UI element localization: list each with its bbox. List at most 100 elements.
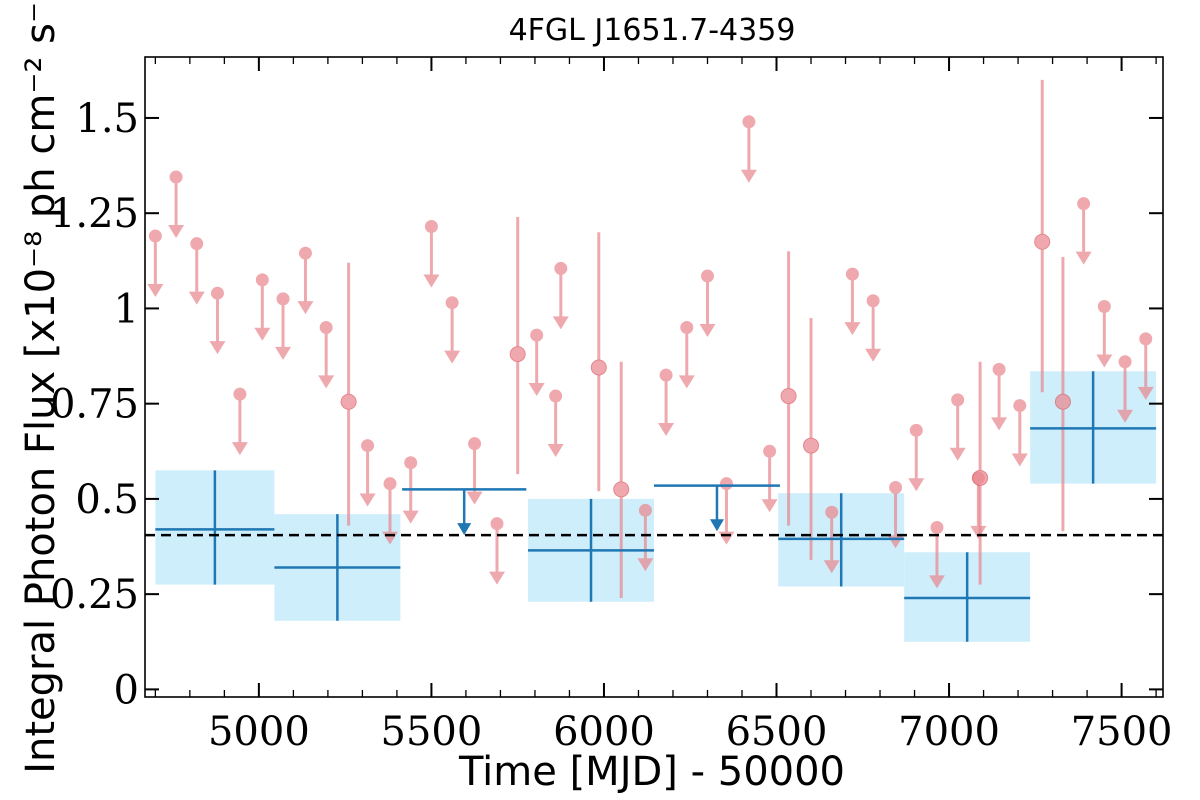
upper-limit-arrow (991, 417, 1008, 431)
upper-limit-marker (930, 520, 944, 534)
upper-limit-arrow (1096, 354, 1113, 368)
fine-detection (340, 262, 357, 526)
fine-upper-limit (209, 286, 226, 355)
fine-upper-limit (402, 456, 419, 524)
upper-limit-arrow (147, 284, 164, 297)
fine-upper-limit (444, 296, 461, 364)
x-tick-label: 7500 (1071, 709, 1173, 755)
upper-limit-arrow (865, 348, 882, 362)
upper-limit-arrow (970, 525, 987, 539)
x-tick-label: 7000 (898, 709, 1000, 755)
upper-limit-marker (276, 292, 290, 306)
detection-marker (780, 388, 797, 405)
coarse-bin-point (274, 514, 401, 621)
upper-limit-marker (992, 362, 1006, 376)
fine-upper-limit (908, 423, 925, 492)
fine-upper-limit (1117, 355, 1134, 423)
upper-limit-arrow (928, 575, 945, 589)
upper-limit-arrow (908, 478, 925, 492)
x-tick-label: 6000 (553, 709, 655, 755)
fine-upper-limit (823, 505, 840, 574)
axis-ticks (145, 57, 1163, 697)
upper-limit-arrow (444, 350, 461, 364)
fine-upper-limit (699, 269, 716, 337)
upper-limit-arrow (297, 301, 314, 315)
coarse-bin-point (1030, 371, 1157, 484)
upper-limit-marker (825, 505, 839, 519)
fine-upper-limit (297, 246, 314, 315)
upper-limit-marker (951, 393, 965, 407)
coarse-bin-boxes (155, 371, 1157, 642)
y-tick-label: 0.5 (75, 477, 139, 523)
upper-limit-marker (866, 294, 880, 308)
upper-limit-marker (255, 273, 269, 287)
upper-limit-marker (700, 269, 714, 283)
fine-detection (509, 217, 526, 475)
x-tick-label: 5000 (208, 709, 310, 755)
upper-limit-marker (1118, 355, 1132, 369)
fine-upper-limit (1011, 399, 1028, 467)
fine-detection (780, 251, 797, 526)
fine-detection (972, 361, 989, 585)
upper-limit-marker (889, 480, 903, 494)
upper-limit-marker (383, 477, 397, 491)
plot-frame (144, 56, 1164, 698)
detection-marker (1034, 233, 1051, 250)
upper-limit-arrow (231, 442, 248, 456)
fine-upper-limit (1096, 300, 1113, 368)
y-tick-label: 0 (114, 667, 139, 713)
fine-upper-limit (678, 320, 695, 389)
upper-limit-marker (148, 229, 162, 243)
upper-limit-arrow (359, 493, 376, 507)
fine-detection (803, 317, 820, 560)
chart-title: 4FGL J1651.7-4359 (509, 13, 796, 48)
upper-limit-arrow (488, 571, 505, 585)
upper-limit-arrow (1011, 453, 1028, 467)
upper-limit-marker (361, 439, 375, 453)
fine-upper-limit (1075, 197, 1092, 265)
fine-upper-limit (552, 261, 569, 330)
fine-upper-limit (254, 273, 271, 341)
upper-limit-arrow (318, 375, 335, 389)
fine-upper-limit (231, 387, 248, 456)
fine-upper-limit (488, 517, 505, 585)
upper-limit-arrow (402, 510, 419, 524)
upper-limit-arrow (699, 324, 716, 337)
fine-upper-limit (844, 267, 861, 336)
upper-limit-arrow (761, 499, 778, 513)
upper-limit-marker (680, 320, 694, 334)
upper-limit-arrow (275, 346, 292, 360)
upper-limit-arrow (949, 447, 966, 461)
detection-marker (1054, 393, 1071, 410)
fine-upper-limit (188, 237, 205, 305)
upper-limit-arrow (658, 423, 675, 437)
x-tick-label: 5500 (381, 709, 483, 755)
upper-limit-arrow (844, 322, 861, 336)
fine-detection (590, 232, 607, 492)
upper-limit-arrow (188, 291, 205, 305)
fine-upper-limit (147, 229, 164, 297)
upper-limit-marker (210, 286, 224, 300)
coarse-bin-point (904, 552, 1031, 642)
upper-limit-arrow (740, 169, 757, 183)
y-tick-label: 1 (114, 286, 139, 332)
coarse-upper-limit (654, 484, 780, 532)
upper-limit-marker (1097, 300, 1111, 314)
upper-limit-marker (638, 503, 652, 517)
upper-limit-marker (319, 320, 333, 334)
detection-marker (613, 481, 630, 498)
upper-limit-marker (1077, 197, 1091, 211)
upper-limit-arrow (423, 274, 440, 288)
y-axis-label: Integral Photon Flux [x10⁻⁸ ph cm⁻² s⁻¹] (18, 0, 64, 774)
fine-upper-limit (658, 368, 675, 437)
upper-limit-marker (742, 115, 756, 129)
upper-limit-arrow (718, 531, 735, 545)
fine-detection (613, 361, 630, 598)
upper-limit-marker (1139, 332, 1153, 346)
fine-upper-limit (740, 115, 757, 183)
coarse-bin-point (778, 493, 905, 587)
coarse-bin-point (155, 470, 275, 585)
coarse-upper-limit-arrow (457, 523, 472, 536)
upper-limit-marker (763, 444, 777, 458)
